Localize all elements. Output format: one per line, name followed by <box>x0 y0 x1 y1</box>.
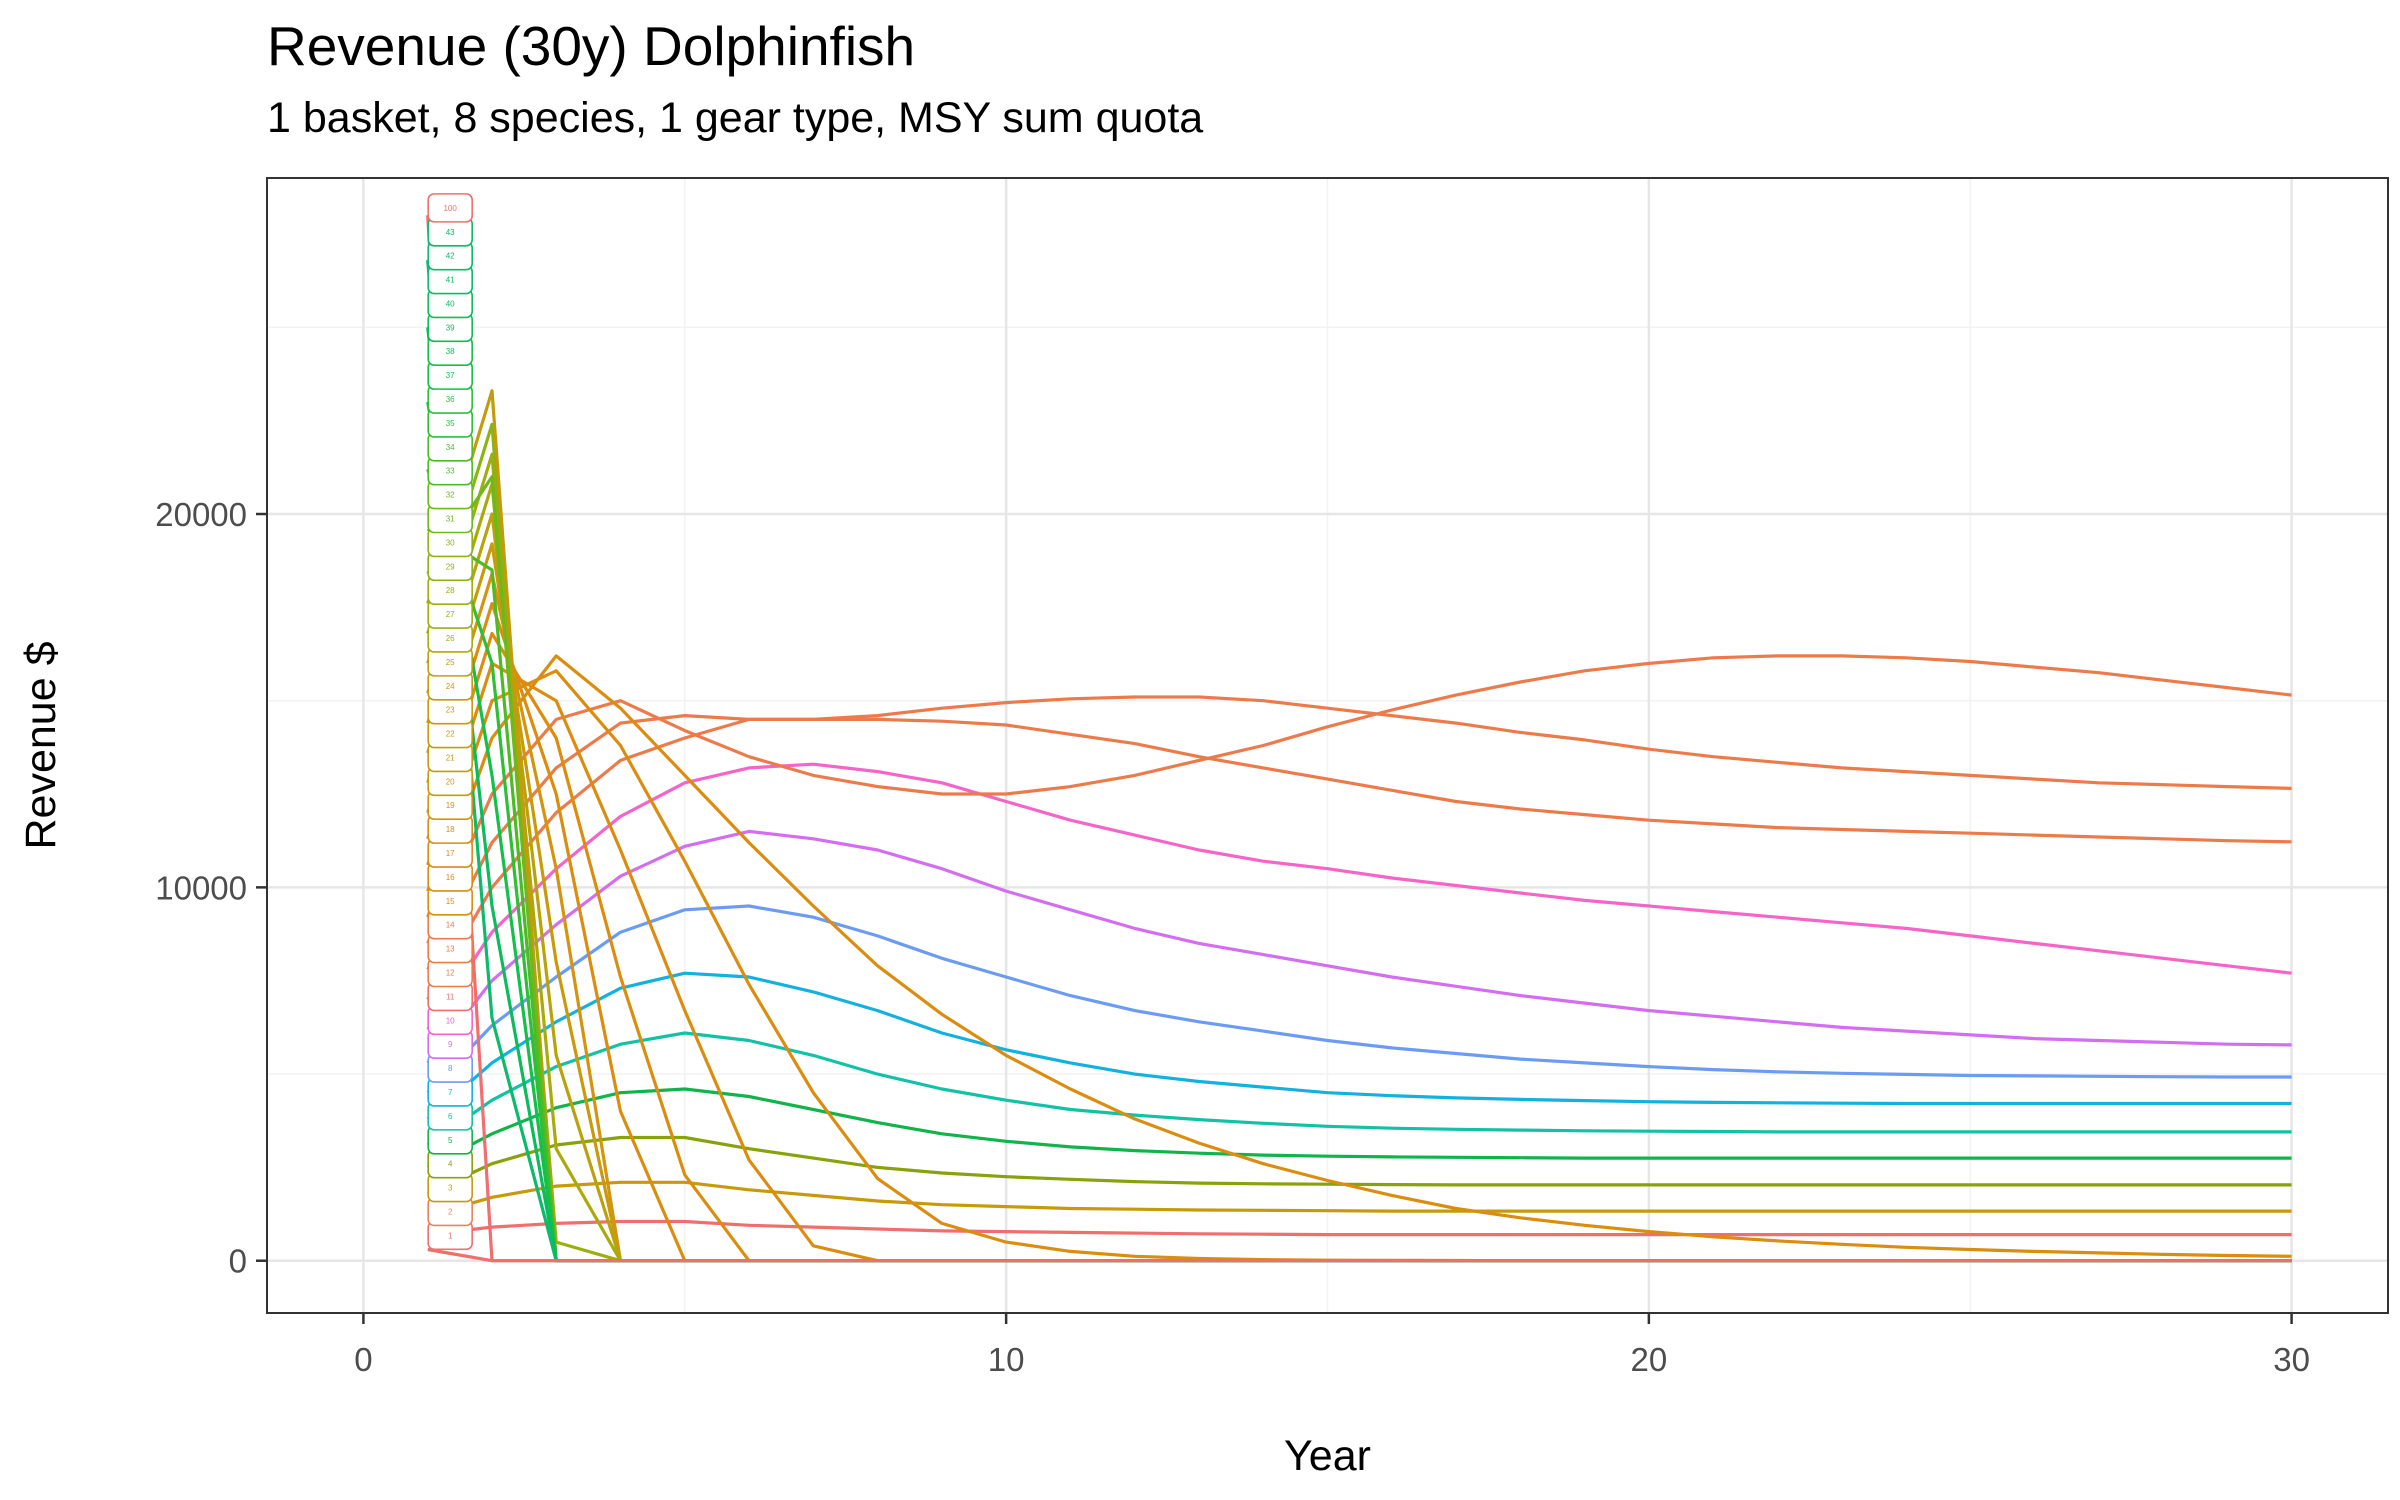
y-tick-label: 10000 <box>155 869 247 906</box>
point-label-text: 26 <box>446 634 455 643</box>
chart-title: Revenue (30y) Dolphinfish <box>267 15 916 77</box>
series-line-2 <box>427 1219 2292 1237</box>
point-label: 13 <box>427 933 473 964</box>
series-line-10 <box>426 762 2292 1031</box>
point-label-text: 42 <box>446 252 455 261</box>
series-line-4 <box>427 1135 2292 1195</box>
x-tick-label: 0 <box>354 1341 372 1378</box>
point-label-text: 28 <box>446 586 455 595</box>
series-line-3 <box>427 1180 2292 1218</box>
point-label-text: 17 <box>446 849 455 858</box>
point-label: 17 <box>427 838 473 868</box>
point-label-text: 23 <box>446 706 455 715</box>
point-label: 18 <box>427 814 473 844</box>
point-label-text: 14 <box>446 921 455 930</box>
series-line-11 <box>426 717 2292 1001</box>
point-label-text: 41 <box>446 276 455 285</box>
x-tick-label: 30 <box>2273 1341 2310 1378</box>
point-label: 28 <box>427 575 473 605</box>
point-label-text: 4 <box>448 1160 453 1169</box>
point-label-text: 16 <box>446 873 455 882</box>
series-line-8 <box>426 904 2292 1094</box>
point-label-text: 39 <box>446 323 455 332</box>
point-label-text: 34 <box>446 443 455 452</box>
point-label-text: 100 <box>443 204 457 213</box>
point-label-text: 27 <box>446 610 455 619</box>
point-label-text: 29 <box>446 562 455 571</box>
point-label-text: 3 <box>448 1184 453 1193</box>
point-label-text: 8 <box>448 1064 453 1073</box>
series-line-32 <box>426 215 2292 1263</box>
x-axis-title: Year <box>1284 1432 1371 1480</box>
y-tick-label: 0 <box>229 1243 247 1280</box>
point-label-text: 33 <box>446 467 455 476</box>
point-label: 19 <box>427 790 473 821</box>
point-label-text: 7 <box>448 1088 453 1097</box>
y-axis-title: Revenue $ <box>17 641 65 849</box>
axis-layer: 0 10 20 30 0 10000 20000 <box>155 496 2310 1378</box>
point-label: 26 <box>427 623 473 653</box>
point-label-text: 9 <box>448 1040 453 1049</box>
point-label: 100 <box>427 193 473 223</box>
point-label-text: 35 <box>446 419 455 428</box>
point-label-text: 19 <box>446 801 455 810</box>
series-line-7 <box>426 971 2292 1121</box>
point-labels-layer: 1234567891011121314151617181920212223242… <box>427 193 473 1251</box>
point-label-text: 36 <box>446 395 455 404</box>
point-label-text: 32 <box>446 491 455 500</box>
point-label-text: 43 <box>446 228 455 237</box>
point-label-text: 6 <box>448 1112 453 1121</box>
point-label-text: 20 <box>446 777 455 786</box>
point-label-text: 12 <box>446 969 455 978</box>
chart-subtitle: 1 basket, 8 species, 1 gear type, MSY su… <box>267 94 1204 142</box>
point-label-text: 21 <box>446 753 455 762</box>
point-label-text: 2 <box>448 1207 453 1216</box>
series-line-12 <box>426 695 2292 971</box>
series-line-9 <box>426 829 2292 1064</box>
point-label: 14 <box>427 909 473 940</box>
point-label-text: 37 <box>446 371 455 380</box>
series-line-6 <box>426 1031 2292 1147</box>
point-label-text: 5 <box>448 1136 453 1145</box>
point-label-text: 38 <box>446 347 455 356</box>
point-label-text: 13 <box>446 945 455 954</box>
point-label-text: 1 <box>448 1231 453 1240</box>
point-label-text: 10 <box>446 1016 455 1025</box>
point-label-text: 25 <box>446 658 455 667</box>
point-label-text: 31 <box>446 515 455 524</box>
y-tick-label: 20000 <box>155 496 247 533</box>
x-tick-label: 10 <box>988 1341 1025 1378</box>
series-line-5 <box>426 1087 2292 1169</box>
x-tick-label: 20 <box>1631 1341 1668 1378</box>
series-layer <box>426 215 2292 1263</box>
point-label-text: 30 <box>446 538 455 547</box>
point-label-text: 22 <box>446 730 455 739</box>
point-label-text: 18 <box>446 825 455 834</box>
panel-border <box>266 177 2389 1314</box>
series-line-14 <box>426 654 2292 1258</box>
point-label-text: 11 <box>446 992 455 1001</box>
point-label-text: 40 <box>446 299 455 308</box>
point-label-text: 15 <box>446 897 455 906</box>
point-label-box <box>427 193 473 223</box>
series-line-13 <box>426 654 2292 945</box>
point-label-text: 24 <box>446 682 455 691</box>
